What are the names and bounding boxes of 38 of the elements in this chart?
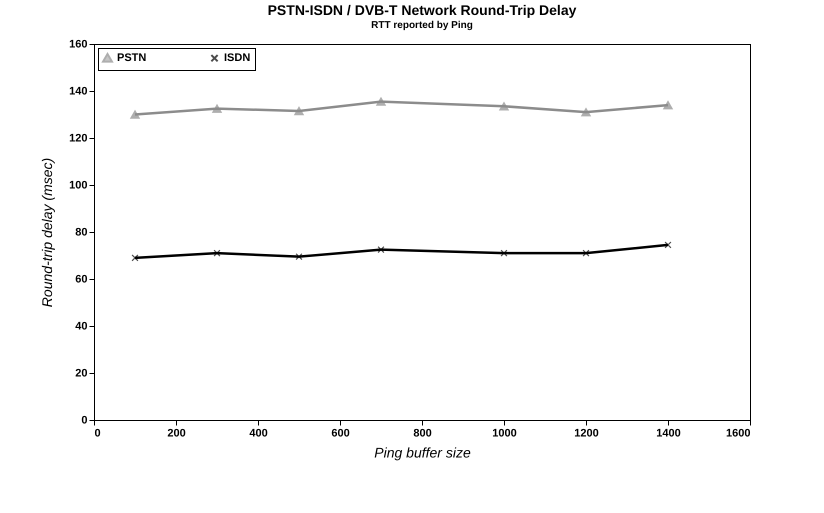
- y-axis-title: Round-trip delay (msec): [39, 158, 56, 308]
- point: [663, 100, 673, 110]
- x-tick-label: 600: [331, 428, 350, 440]
- x-tick-label: 0: [94, 428, 101, 440]
- y-tick-label: 40: [75, 320, 88, 332]
- y-tick-label: 80: [75, 226, 88, 238]
- point: [131, 254, 139, 262]
- point: [213, 250, 221, 257]
- point: [499, 102, 509, 110]
- x-tick-label: 1200: [574, 428, 599, 440]
- y-tick-label: 60: [75, 274, 88, 286]
- chart-title: PSTN-ISDN / DVB-T Network Round-Trip Delay: [268, 2, 577, 18]
- point: [664, 241, 672, 248]
- point: [581, 108, 591, 116]
- y-tick-label: 120: [69, 132, 88, 144]
- x-tick-label: 1400: [656, 428, 681, 440]
- point: [295, 253, 303, 260]
- point: [377, 246, 385, 254]
- x-tick-label: 200: [167, 428, 186, 440]
- point: [376, 97, 386, 106]
- point: [130, 110, 140, 119]
- y-tick-label: 160: [69, 38, 88, 50]
- chart-subtitle: RTT reported by Ping: [371, 20, 473, 31]
- x-tick-label: 400: [249, 428, 268, 440]
- legend-label: ISDN: [224, 52, 250, 64]
- legend-label: PSTN: [117, 52, 146, 64]
- x-axis-title: Ping buffer size: [374, 444, 471, 460]
- point: [582, 250, 590, 257]
- point: [500, 250, 508, 257]
- x-tick-label: 1000: [492, 428, 517, 440]
- x-tick-label: 800: [413, 428, 432, 440]
- y-tick-label: 100: [69, 180, 88, 192]
- point: [212, 104, 222, 113]
- x-tick-label: 1600: [726, 428, 750, 440]
- y-tick-label: 20: [75, 368, 88, 380]
- y-tick-label: 140: [69, 86, 88, 98]
- y-tick-label: 0: [81, 414, 88, 426]
- point: [294, 106, 304, 116]
